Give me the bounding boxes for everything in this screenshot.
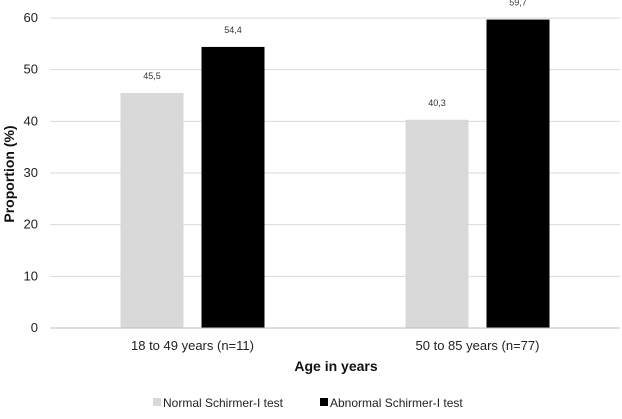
bar-abnormal — [486, 19, 550, 329]
legend-label-abnormal: Abnormal Schirmer-I test — [330, 396, 463, 410]
x-axis-title: Age in years — [294, 358, 377, 374]
bar-normal — [405, 119, 469, 329]
data-label: 45,5 — [143, 71, 161, 81]
y-tick-label: 30 — [24, 165, 38, 180]
y-tick-label: 0 — [31, 320, 38, 335]
y-tick-label: 10 — [24, 268, 38, 283]
y-tick-label: 40 — [24, 113, 38, 128]
legend: Normal Schirmer-I test Abnormal Schirmer… — [153, 396, 463, 410]
legend-swatch-normal — [153, 398, 161, 406]
y-tick-label: 60 — [24, 10, 38, 25]
x-axis-categories: 18 to 49 years (n=11) 50 to 85 years (n=7… — [131, 338, 539, 353]
data-labels: 45,5 54,4 40,3 59,7 — [143, 0, 527, 108]
y-axis-title: Proportion (%) — [1, 125, 17, 222]
x-category-label: 50 to 85 years (n=77) — [416, 338, 540, 353]
data-label: 54,4 — [224, 25, 242, 35]
y-axis-ticks: 0 10 20 30 40 50 60 — [24, 10, 38, 335]
bar-normal — [120, 92, 184, 329]
y-tick-label: 50 — [24, 62, 38, 77]
legend-label-normal: Normal Schirmer-I test — [163, 396, 284, 410]
legend-swatch-abnormal — [320, 398, 328, 406]
x-category-label: 18 to 49 years (n=11) — [131, 338, 254, 353]
bars — [120, 19, 550, 329]
bar-abnormal — [201, 46, 265, 328]
y-tick-label: 20 — [24, 217, 38, 232]
data-label: 59,7 — [509, 0, 527, 8]
data-label: 40,3 — [428, 98, 446, 108]
